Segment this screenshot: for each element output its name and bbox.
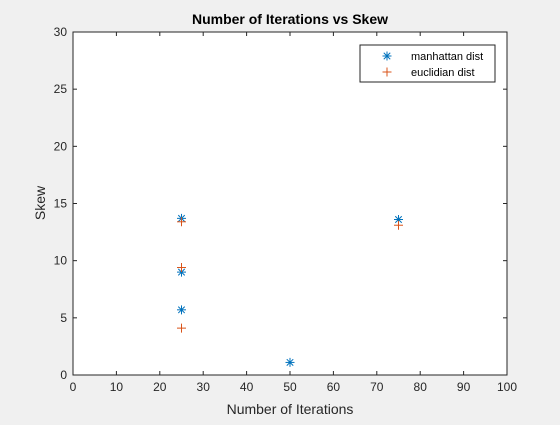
legend-entries: manhattan dist euclidian dist — [382, 51, 483, 79]
y-tick-label: 10 — [54, 254, 68, 268]
data-point-euclidian-2 — [177, 323, 186, 333]
data-point-euclidian-1 — [177, 263, 186, 273]
y-tick-label: 15 — [54, 197, 68, 211]
data-point-manhattan-2 — [177, 305, 186, 315]
y-tick-label: 20 — [54, 139, 68, 153]
legend-label-0: manhattan dist — [411, 51, 483, 63]
legend-box — [359, 44, 496, 83]
x-tick-label: 10 — [110, 380, 124, 394]
x-axis-title: Number of Iterations — [227, 401, 354, 417]
y-axis-title: Skew — [32, 185, 48, 220]
y-tick-label: 30 — [54, 25, 68, 39]
x-tick-label: 20 — [153, 380, 167, 394]
x-tick-label: 70 — [370, 380, 384, 394]
y-tick-label: 5 — [60, 311, 67, 325]
chart-title: Number of Iterations vs Skew — [192, 11, 388, 27]
x-tick-label: 80 — [414, 380, 428, 394]
data-point-manhattan-3 — [285, 357, 295, 367]
data-point-manhattan-1 — [177, 267, 186, 277]
legend-label-1: euclidian dist — [411, 67, 475, 79]
data-markers — [177, 213, 403, 367]
x-tick-label: 30 — [197, 380, 211, 394]
y-tick-label: 25 — [54, 82, 68, 96]
data-point-euclidian-3 — [394, 220, 403, 230]
x-tick-label: 0 — [70, 380, 77, 394]
legend-marker-0 — [382, 51, 392, 61]
legend-marker-1 — [382, 67, 392, 77]
plot-area — [72, 31, 508, 376]
x-tick-label: 90 — [457, 380, 471, 394]
legend: manhattan dist euclidian dist — [359, 44, 496, 83]
x-tick-label: 50 — [283, 380, 297, 394]
y-tick-label: 0 — [60, 368, 67, 382]
x-tick-label: 100 — [497, 380, 517, 394]
x-tick-label: 60 — [327, 380, 341, 394]
axis-ticks: 0 10 20 30 40 50 60 70 80 90 100 0 5 10 15 20 25 30 — [54, 25, 518, 394]
x-tick-label: 40 — [240, 380, 254, 394]
data-point-euclidian-0 — [177, 217, 186, 227]
